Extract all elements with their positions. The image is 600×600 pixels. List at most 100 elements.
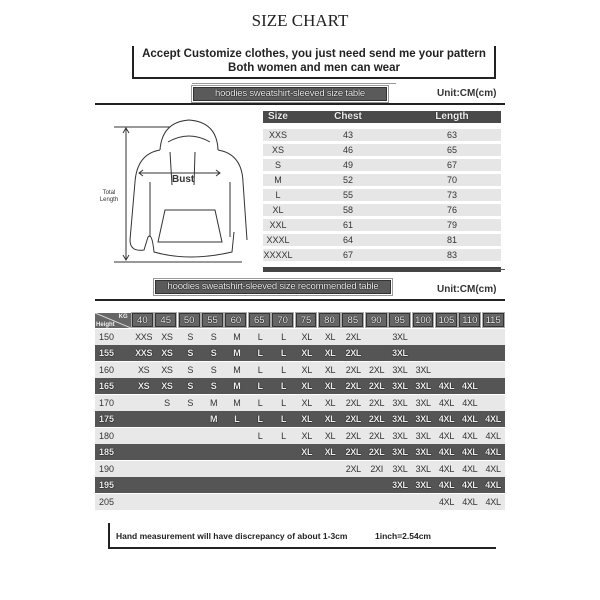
size-cell: 4XL xyxy=(438,381,455,391)
size-cell: 4XL xyxy=(438,447,455,457)
size-cell xyxy=(202,444,225,460)
weight-header: 105 xyxy=(435,312,458,328)
size-cell xyxy=(132,477,155,493)
weight-header: 85 xyxy=(341,312,365,328)
size-cell: 2XL xyxy=(368,447,385,457)
size-cell: L xyxy=(257,381,264,391)
size-cell: XL xyxy=(272,205,284,215)
size-cell xyxy=(295,477,318,493)
size-cell: XL xyxy=(324,331,336,342)
size-cell xyxy=(342,494,365,510)
size-cell: S xyxy=(187,348,194,358)
size-cell xyxy=(179,444,202,460)
size-cell: M xyxy=(233,331,241,342)
height-cell: 150 xyxy=(99,331,115,342)
size-cell: 4XL xyxy=(462,496,478,507)
weight-header: 115 xyxy=(481,312,505,328)
size-cell: 4XL xyxy=(438,463,455,474)
height-cell: 185 xyxy=(99,447,115,457)
size-cell: L xyxy=(281,430,286,441)
size-cell: 3XL xyxy=(392,348,408,358)
size-cell xyxy=(155,494,178,510)
weight-header: 70 xyxy=(271,312,295,328)
size-row: XXXL 64 81 xyxy=(263,234,501,246)
size-cell: L xyxy=(234,414,240,424)
size-cell: 3XL xyxy=(415,397,431,408)
size-cell: XL xyxy=(324,397,336,408)
size-cell xyxy=(318,494,341,510)
size-cell: 3XL xyxy=(415,447,432,457)
size-cell xyxy=(272,477,295,493)
size-cell: 2XL xyxy=(369,364,385,375)
size-cell: XL xyxy=(324,381,336,391)
size-cell: 3XL xyxy=(392,414,408,424)
divider xyxy=(95,299,505,301)
size-cell: 2XL xyxy=(345,331,361,342)
weight-header: 65 xyxy=(247,312,271,328)
size-cell: L xyxy=(281,397,286,408)
chest-cell: 52 xyxy=(342,175,353,185)
size-cell: 3XL xyxy=(392,381,408,391)
size-cell: 3XL xyxy=(415,381,432,391)
size-cell: XL xyxy=(324,447,336,457)
size-cell xyxy=(295,494,318,510)
size-cell xyxy=(365,477,388,493)
size-cell: XXXXL xyxy=(263,250,293,260)
inch-conversion: 1inch=2.54cm xyxy=(375,531,431,541)
corner-diagonal xyxy=(95,312,131,328)
size-cell: XXS xyxy=(135,331,153,342)
size-cell: S xyxy=(210,381,217,391)
length-cell: 70 xyxy=(446,175,457,185)
size-cell xyxy=(179,477,202,493)
kg-label: KG xyxy=(118,313,128,320)
size-cell: 3XL xyxy=(392,397,408,408)
size-cell xyxy=(225,428,248,444)
size-cell: 4XL xyxy=(438,480,455,490)
size-cell xyxy=(155,461,178,477)
weight-header: 40 xyxy=(130,312,154,328)
size-cell xyxy=(179,428,202,444)
size-cell: XXL xyxy=(269,220,287,230)
size-cell xyxy=(225,461,248,477)
header-chest: Chest xyxy=(334,111,362,122)
size-cell xyxy=(388,494,411,510)
size-cell xyxy=(481,378,504,394)
divider xyxy=(192,83,396,84)
size-cell: L xyxy=(281,364,286,375)
size-cell: 3XL xyxy=(392,480,408,490)
size-cell xyxy=(132,411,155,427)
size-cell: 3XL xyxy=(392,364,408,375)
size-cell: S xyxy=(210,364,217,375)
size-row: M 52 70 xyxy=(263,174,501,186)
size-cell: 4XL xyxy=(485,430,501,441)
size-cell: XL xyxy=(324,414,336,424)
table-row: 185 XL XL 2XL 2XL 3XL 3XL 4XL 4XL 4XL xyxy=(95,444,505,460)
size-cell xyxy=(412,345,435,361)
size-cell xyxy=(155,411,178,427)
size-row: XS 46 65 xyxy=(263,144,501,156)
size-cell: S xyxy=(187,397,194,408)
size-cell: XS xyxy=(137,364,150,375)
size-cell xyxy=(272,444,295,460)
size-cell xyxy=(458,329,481,345)
weight-header: 80 xyxy=(318,312,341,328)
size-cell xyxy=(155,428,178,444)
size-cell xyxy=(202,461,225,477)
size-cell xyxy=(248,494,271,510)
height-label: Height xyxy=(96,321,115,328)
chest-cell: 46 xyxy=(342,145,353,155)
size-cell: 3XL xyxy=(392,463,408,474)
size-cell: L xyxy=(257,348,264,358)
size-cell: M xyxy=(233,348,241,358)
weight-header: 95 xyxy=(388,312,412,328)
height-cell: 170 xyxy=(99,397,115,408)
notice-line-1: Accept Customize clothes, you just need … xyxy=(142,48,486,60)
size-cell: L xyxy=(257,331,263,342)
size-cell xyxy=(179,411,202,427)
size-cell xyxy=(295,461,318,477)
chest-cell: 55 xyxy=(342,190,353,200)
size-cell: 3XL xyxy=(392,331,408,342)
size-cell: 4XL xyxy=(485,414,501,424)
length-cell: 67 xyxy=(446,160,457,170)
size-cell: 3XL xyxy=(415,480,432,490)
